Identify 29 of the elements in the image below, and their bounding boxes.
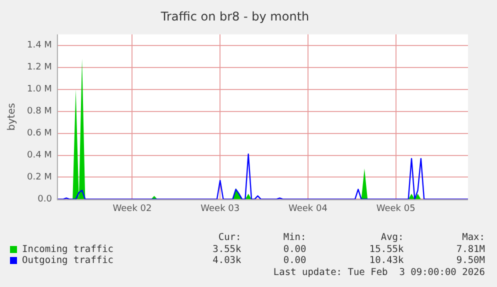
- y-tick-label: 1.2 M: [26, 62, 52, 73]
- y-tick-label: 0.0: [38, 194, 52, 205]
- text: Last update: Tue Feb 3 09:00:00 2026: [272, 266, 485, 278]
- text: 0.00: [282, 255, 306, 266]
- y-tick-label: 0.6 M: [26, 128, 52, 139]
- text: Avg:: [380, 232, 404, 244]
- x-tick-label: Week 04: [288, 204, 328, 214]
- y-axis-title: bytes: [6, 103, 18, 131]
- y-tick-label: 0.4 M: [26, 150, 52, 161]
- text: 15.55k: [368, 244, 404, 255]
- text: Cur:: [217, 232, 242, 244]
- x-tick-label: Week 02: [112, 204, 152, 214]
- legend-label: Outgoing traffic: [21, 255, 115, 266]
- x-tick-label: Week 03: [200, 204, 240, 214]
- text: 9.50M: [455, 255, 485, 266]
- chart-title: Traffic on br8 - by month: [160, 9, 310, 24]
- text: Max:: [461, 232, 485, 244]
- y-tick-label: 0.8 M: [26, 106, 52, 117]
- legend-label: Incoming traffic: [21, 244, 115, 255]
- text: 7.81M: [455, 244, 485, 255]
- y-tick-label: 1.0 M: [26, 84, 52, 95]
- text: 4.03k: [212, 255, 242, 266]
- text: 10.43k: [368, 255, 404, 266]
- y-tick-label: 1.4 M: [26, 40, 52, 51]
- y-tick-label: 0.2 M: [26, 172, 52, 183]
- x-tick-label: Week 05: [376, 204, 416, 214]
- text: 3.55k: [212, 244, 242, 255]
- text: Min:: [282, 232, 306, 244]
- text: 0.00: [282, 244, 306, 255]
